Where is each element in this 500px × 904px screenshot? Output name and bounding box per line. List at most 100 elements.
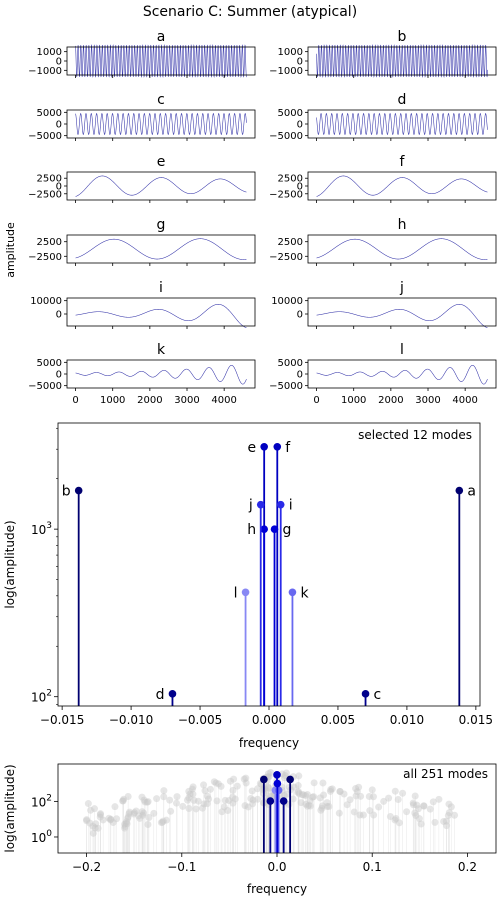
x-tick-label-k: 3000	[174, 395, 199, 406]
y-tick-label-k: 5000	[37, 358, 62, 369]
mode-line-g	[75, 238, 247, 260]
background-marker	[385, 794, 393, 802]
y-tick-label-c: 5000	[37, 108, 62, 119]
y-tick-label-j: 10000	[271, 296, 303, 307]
background-marker	[153, 795, 161, 803]
background-marker	[442, 817, 450, 825]
panel-frame-h	[307, 234, 497, 264]
x-tick-label: −0.2	[72, 860, 101, 874]
highlight-marker	[273, 771, 281, 779]
x-tick-label: 0.1	[363, 860, 382, 874]
background-marker	[89, 829, 97, 837]
background-marker	[303, 790, 311, 798]
background-marker	[366, 807, 374, 815]
y-tick-label-e: −2500	[28, 189, 62, 200]
background-marker	[247, 794, 255, 802]
panel-frame-f	[307, 171, 497, 201]
background-marker	[141, 798, 149, 806]
background-marker	[125, 810, 133, 818]
marker-c	[361, 690, 370, 698]
y-tick-label-f: −2500	[269, 189, 303, 200]
background-marker	[317, 806, 325, 814]
background-marker	[429, 798, 437, 806]
background-marker	[162, 816, 170, 824]
y-tick-label-g: −2500	[28, 252, 62, 263]
point-label-g: g	[283, 522, 292, 538]
background-marker	[327, 786, 335, 794]
marker-b	[74, 486, 83, 495]
background-marker	[166, 796, 174, 804]
panel-frame-i	[66, 297, 256, 327]
background-marker	[213, 797, 221, 805]
selected-spectrum-annotation: selected 12 modes	[358, 428, 472, 442]
x-tick-label: −0.005	[178, 713, 222, 727]
background-marker	[399, 789, 407, 797]
background-marker	[189, 783, 197, 791]
background-marker	[297, 799, 305, 807]
background-marker	[172, 799, 180, 807]
mode-line-f	[316, 175, 488, 197]
y-tick-label-e: 0	[56, 182, 62, 193]
figure-title: Scenario C: Summer (atypical)	[143, 4, 357, 20]
background-marker	[336, 787, 344, 795]
mode-line-b	[316, 44, 488, 78]
background-marker	[357, 792, 365, 800]
mode-line-k	[75, 364, 247, 385]
background-marker	[92, 820, 100, 828]
background-marker	[99, 816, 107, 824]
background-marker	[240, 775, 248, 783]
panel-frame-k	[66, 359, 256, 389]
background-marker	[369, 793, 377, 801]
x-tick-label: 0.2	[458, 860, 477, 874]
y-tick-label-f: 0	[297, 182, 303, 193]
mode-panel-a: a 10000−1000	[28, 29, 256, 78]
y-tick-label: 103	[31, 521, 52, 537]
x-tick-label-l: 3000	[415, 395, 440, 406]
background-marker	[426, 805, 434, 813]
background-marker	[241, 802, 249, 810]
background-marker	[253, 785, 261, 793]
selected-spectrum-panel: 102 103 −0.015 −0.010 −0.005 0.000 0.005 0.010 0…	[3, 422, 493, 750]
background-marker	[144, 798, 152, 806]
y-tick-label-e: 2500	[37, 174, 62, 185]
background-marker	[299, 791, 307, 799]
background-marker	[445, 809, 453, 817]
point-label-b: b	[62, 484, 71, 500]
background-marker	[417, 820, 425, 828]
background-marker	[290, 783, 298, 791]
background-marker	[139, 811, 147, 819]
panel-title-h: h	[398, 217, 407, 233]
background-marker	[121, 820, 129, 828]
background-marker	[412, 811, 420, 819]
background-marker	[123, 818, 131, 826]
selected-spectrum-frame	[57, 422, 481, 707]
background-marker	[229, 786, 237, 794]
background-marker	[359, 811, 367, 819]
x-tick-label-k: 2000	[137, 395, 162, 406]
y-tick-label-i: 10000	[30, 296, 62, 307]
background-marker	[107, 815, 115, 823]
background-marker	[305, 801, 313, 809]
background-marker	[96, 811, 104, 819]
background-marker	[343, 801, 351, 809]
background-marker	[135, 812, 143, 820]
x-tick-label: 0.000	[252, 713, 286, 727]
point-label-a: a	[467, 484, 476, 500]
background-marker	[445, 800, 453, 808]
background-marker	[83, 817, 91, 825]
background-marker	[183, 796, 191, 804]
background-marker	[319, 779, 327, 787]
x-tick-label: 0.005	[321, 713, 355, 727]
point-label-j: j	[248, 498, 253, 514]
background-marker	[189, 790, 197, 798]
background-marker	[140, 796, 148, 804]
panel-title-i: i	[159, 280, 163, 296]
mode-panel-b: b 10000−1000	[269, 29, 497, 78]
panel-title-g: g	[157, 217, 166, 233]
background-marker	[395, 819, 403, 827]
background-marker	[249, 796, 257, 804]
background-marker	[420, 802, 428, 810]
background-marker	[136, 814, 144, 822]
x-tick-label-l: 1000	[341, 395, 366, 406]
